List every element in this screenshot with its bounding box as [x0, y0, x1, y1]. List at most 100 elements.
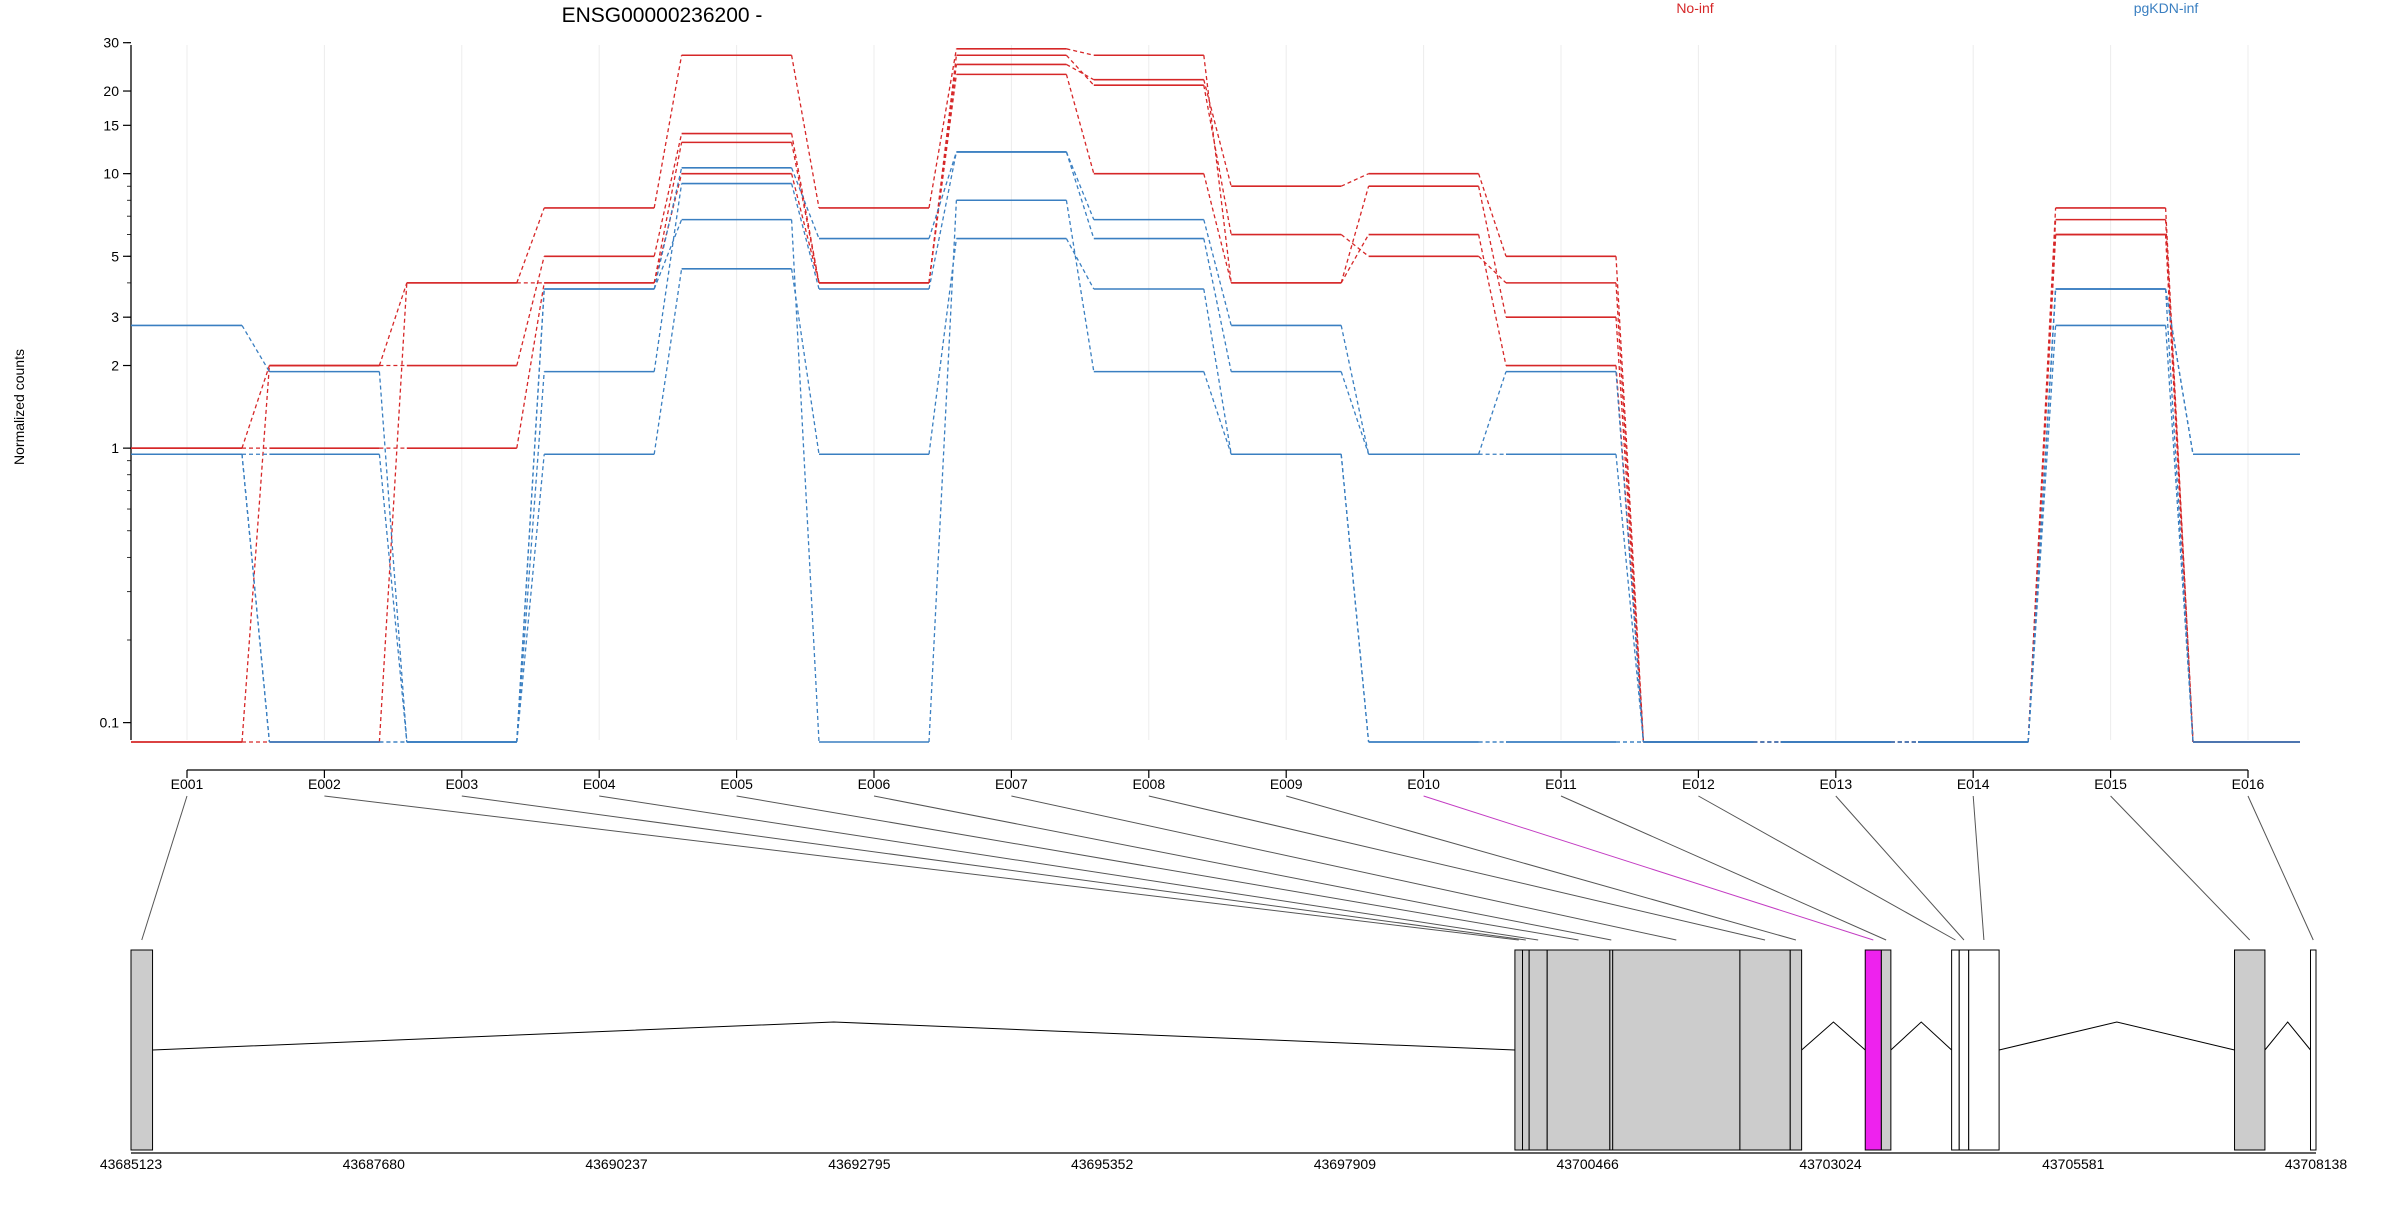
y-tick-label: 15 [103, 117, 119, 133]
series-connector [790, 167, 820, 239]
series-connector [1340, 186, 1370, 284]
series-connector [1066, 48, 1094, 56]
series-connector [1615, 282, 1645, 743]
series-connector [1340, 371, 1370, 455]
genomic-tick-label: 43695352 [1071, 1156, 1134, 1172]
exon-block-e014 [1968, 949, 2000, 1151]
y-tick-label: 1 [111, 440, 119, 456]
x-tick-label: E002 [308, 776, 341, 792]
y-tick-label: 0.1 [100, 715, 120, 731]
exon-block-e007 [1612, 949, 1741, 1151]
series-connector [1203, 371, 1232, 455]
series-connector [1477, 234, 1507, 366]
exon-connector [1011, 795, 1677, 941]
chart-title: ENSG00000236200 - [562, 4, 763, 27]
series-connector [1340, 173, 1369, 187]
series-connector [241, 325, 270, 372]
series-connector [1065, 74, 1095, 174]
exon-connector [2247, 795, 2314, 941]
series-connector [516, 371, 545, 743]
exon-connector [873, 795, 1612, 941]
genomic-tick-label: 43703024 [1799, 1156, 1862, 1172]
series-connector [1340, 234, 1370, 257]
exon-connector [1835, 795, 1965, 941]
series-connector [2164, 288, 2194, 743]
series-connector [1340, 325, 1370, 455]
series-connector [1477, 371, 1507, 455]
series-connector [928, 55, 958, 283]
exon-block-e008 [1739, 949, 1791, 1151]
exon-connector [2110, 795, 2251, 941]
exon-connector [1560, 795, 1887, 941]
exon-block-e004 [1528, 949, 1548, 1151]
series-connector [928, 200, 958, 743]
series-connector [516, 454, 545, 743]
series-connector [241, 454, 271, 743]
series-connector [516, 256, 545, 366]
series-connector [1615, 454, 1645, 743]
series-connector [1065, 238, 1095, 290]
series-connector [790, 219, 820, 743]
x-tick-label: E003 [445, 776, 478, 792]
intron-line [1801, 1021, 1866, 1051]
series-connector [653, 219, 683, 290]
y-tick-label: 30 [103, 35, 119, 51]
exon-connector [1698, 795, 1956, 941]
series-connector [1340, 234, 1370, 284]
series-line [131, 54, 2300, 743]
series-connector [653, 55, 683, 209]
gene-model: 43685123 43687680 43690237 43692795 43695352… [100, 949, 2348, 1172]
series-connector [2027, 234, 2057, 743]
series-connector [653, 142, 683, 284]
exon-connector [599, 795, 1539, 941]
series-connector [1203, 173, 1232, 284]
x-tick-label: E011 [1545, 776, 1577, 792]
series-connector [1065, 200, 1095, 372]
y-tick-label: 20 [103, 83, 119, 99]
y-tick-label: 5 [111, 248, 119, 264]
series-connector [1477, 186, 1507, 318]
y-tick-label: 2 [111, 358, 119, 374]
genomic-tick-label: 43690237 [585, 1156, 648, 1172]
series-connector [1478, 255, 1507, 284]
exon-block-e016 [2309, 949, 2317, 1151]
series-connector [1340, 454, 1370, 743]
y-tick-label: 10 [103, 166, 119, 182]
exon-connector [1286, 795, 1797, 941]
series-connector [1065, 151, 1095, 239]
genomic-tick-label: 43700466 [1556, 1156, 1619, 1172]
genomic-tick-label: 43692795 [828, 1156, 891, 1172]
connector-layer [141, 795, 2314, 941]
series-connector [1203, 238, 1232, 372]
series-connector [2027, 288, 2057, 743]
exon-connector [1423, 795, 1874, 941]
intron-line [1998, 1021, 2235, 1051]
series-connector [928, 151, 958, 290]
series-connector [516, 288, 545, 743]
x-tick-label: E013 [1819, 776, 1852, 792]
exon-connector [736, 795, 1579, 941]
series-connector [653, 173, 683, 284]
x-tick-label: E010 [1407, 776, 1440, 792]
exon-block-e010 [1864, 949, 1882, 1151]
genomic-tick-label: 43705581 [2042, 1156, 2105, 1172]
series-connector [378, 454, 408, 743]
series-connector [790, 142, 820, 284]
series-connector [378, 282, 408, 366]
series-connector [653, 133, 683, 257]
genomic-tick-label: 43708138 [2285, 1156, 2348, 1172]
x-tick-label: E012 [1682, 776, 1715, 792]
x-tick-label: E008 [1132, 776, 1165, 792]
x-tick-label: E004 [583, 776, 616, 792]
series-connector [928, 48, 958, 209]
series-connector [2164, 325, 2194, 743]
x-tick-label: E015 [2094, 776, 2127, 792]
x-tick-label: E007 [995, 776, 1028, 792]
series-connector [516, 207, 545, 284]
series-line [131, 151, 2300, 743]
series-connector [1203, 85, 1232, 235]
x-tick-label: E005 [720, 776, 753, 792]
series-line [131, 151, 2300, 743]
